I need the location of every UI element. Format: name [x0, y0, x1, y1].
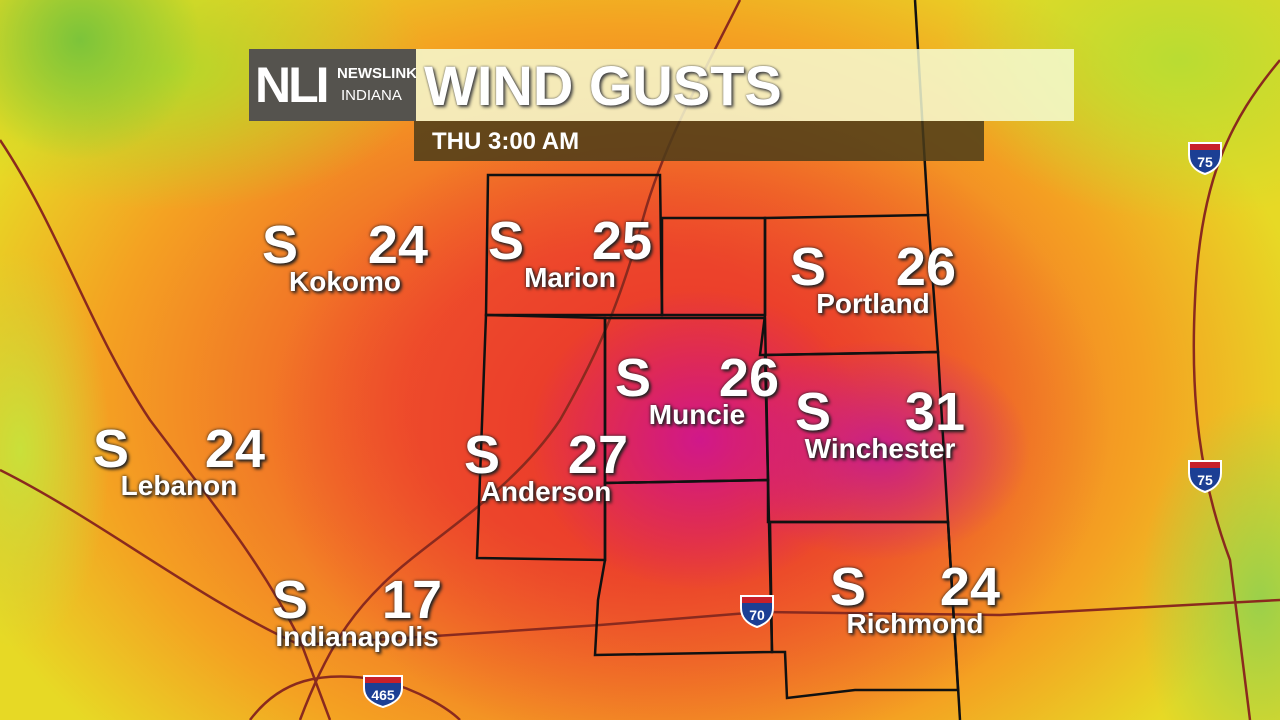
interstate-number: 75: [1197, 154, 1213, 170]
wind-gust: 26: [895, 237, 956, 297]
city-name: Anderson: [480, 476, 612, 507]
city-lebanon: S 24 Lebanon: [93, 422, 265, 512]
wind-gust: 17: [381, 570, 442, 630]
city-name: Richmond: [846, 608, 984, 639]
city-name: Portland: [816, 288, 930, 319]
page-title: WIND GUSTS: [424, 54, 782, 117]
interstate-shield-icon: 465: [363, 675, 403, 708]
wind-direction: S: [272, 570, 309, 630]
logo-line2: INDIANA: [341, 87, 402, 104]
city-kokomo: S 24 Kokomo: [262, 218, 428, 308]
interstate-number: 465: [371, 687, 395, 703]
wind-direction: S: [488, 211, 525, 271]
wind-direction: S: [464, 425, 501, 485]
city-portland: S 26 Portland: [790, 240, 956, 330]
city-indianapolis: S 17 Indianapolis: [272, 573, 442, 663]
interstate-shield-icon: 70: [740, 595, 774, 628]
wind-gust: 31: [904, 382, 965, 442]
wind-gust: 24: [204, 419, 265, 479]
city-anderson: S 27 Anderson: [464, 428, 628, 518]
logo-line1: NEWSLINK: [337, 65, 417, 82]
interstate-number: 70: [749, 607, 765, 623]
title-bar: WIND GUSTS: [416, 49, 1074, 121]
wind-gust: 24: [367, 215, 428, 275]
forecast-time: THU 3:00 AM: [432, 128, 580, 155]
city-name: Indianapolis: [275, 621, 439, 652]
wind-gust: 24: [939, 557, 1000, 617]
city-marion: S 25 Marion: [488, 214, 652, 304]
city-richmond: S 24 Richmond: [830, 560, 1000, 650]
newslink-indiana-logo: NLI NEWSLINK INDIANA: [249, 49, 417, 121]
city-muncie: S 26 Muncie: [615, 351, 779, 441]
wind-gust: 27: [567, 425, 628, 485]
wind-direction: S: [795, 382, 832, 442]
wind-gust: 25: [591, 211, 652, 271]
wind-direction: S: [830, 557, 867, 617]
city-name: Kokomo: [289, 266, 401, 297]
time-bar: THU 3:00 AM: [414, 121, 984, 161]
logo-mark: NLI: [255, 57, 330, 113]
city-name: Marion: [524, 262, 616, 293]
interstate-shield-icon: 75: [1188, 142, 1222, 175]
city-name: Lebanon: [120, 470, 238, 501]
city-winchester: S 31 Winchester: [795, 385, 965, 475]
interstate-shield-icon: 75: [1188, 460, 1222, 493]
wind-direction: S: [790, 237, 827, 297]
wind-direction: S: [262, 215, 299, 275]
interstate-number: 75: [1197, 472, 1213, 488]
city-name: Winchester: [804, 433, 956, 464]
city-name: Muncie: [648, 399, 746, 430]
wind-direction: S: [93, 419, 130, 479]
wind-gust: 26: [718, 348, 779, 408]
wind-direction: S: [615, 348, 652, 408]
